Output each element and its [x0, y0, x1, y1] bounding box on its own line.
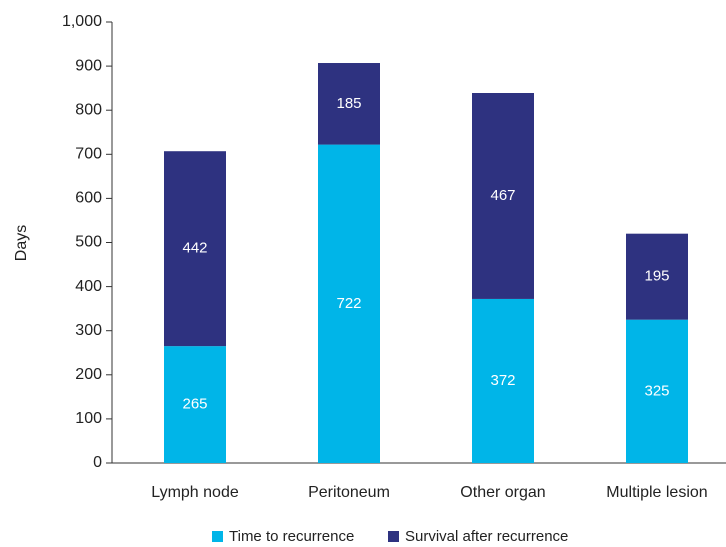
bar-segment: [626, 233, 688, 320]
bar-segment: [318, 144, 380, 463]
value-label: 372: [490, 372, 515, 389]
y-tick-label: 900: [75, 57, 102, 74]
y-tick-label: 500: [75, 234, 102, 251]
value-label: 442: [182, 240, 207, 257]
legend-swatch: [388, 531, 399, 542]
y-tick-label: 100: [75, 410, 102, 427]
legend-label: Survival after recurrence: [405, 528, 568, 545]
y-tick-label: 700: [75, 146, 102, 163]
bar-segment: [164, 151, 226, 347]
y-tick-label: 600: [75, 190, 102, 207]
value-label: 195: [644, 268, 669, 285]
bar-segment: [472, 93, 534, 299]
legend-label: Time to recurrence: [229, 528, 354, 545]
x-tick-label: Peritoneum: [308, 484, 390, 501]
x-tick-label: Other organ: [460, 484, 545, 501]
y-tick-label: 400: [75, 278, 102, 295]
value-label: 467: [490, 187, 515, 204]
y-tick-label: 200: [75, 366, 102, 383]
x-tick-label: Multiple lesion: [606, 484, 707, 501]
legend-swatch: [212, 531, 223, 542]
y-tick-label: 0: [93, 454, 102, 471]
bar-segment: [472, 298, 534, 463]
y-tick-label: 800: [75, 101, 102, 118]
value-label: 722: [336, 295, 361, 312]
y-axis-label: Days: [13, 225, 30, 261]
value-label: 325: [644, 382, 669, 399]
value-label: 265: [182, 396, 207, 413]
bar-segment: [318, 63, 380, 145]
y-tick-label: 1,000: [62, 13, 102, 30]
value-label: 185: [336, 95, 361, 112]
bar-segment: [626, 319, 688, 463]
y-tick-label: 300: [75, 322, 102, 339]
x-tick-label: Lymph node: [151, 484, 239, 501]
bar-segment: [164, 346, 226, 463]
